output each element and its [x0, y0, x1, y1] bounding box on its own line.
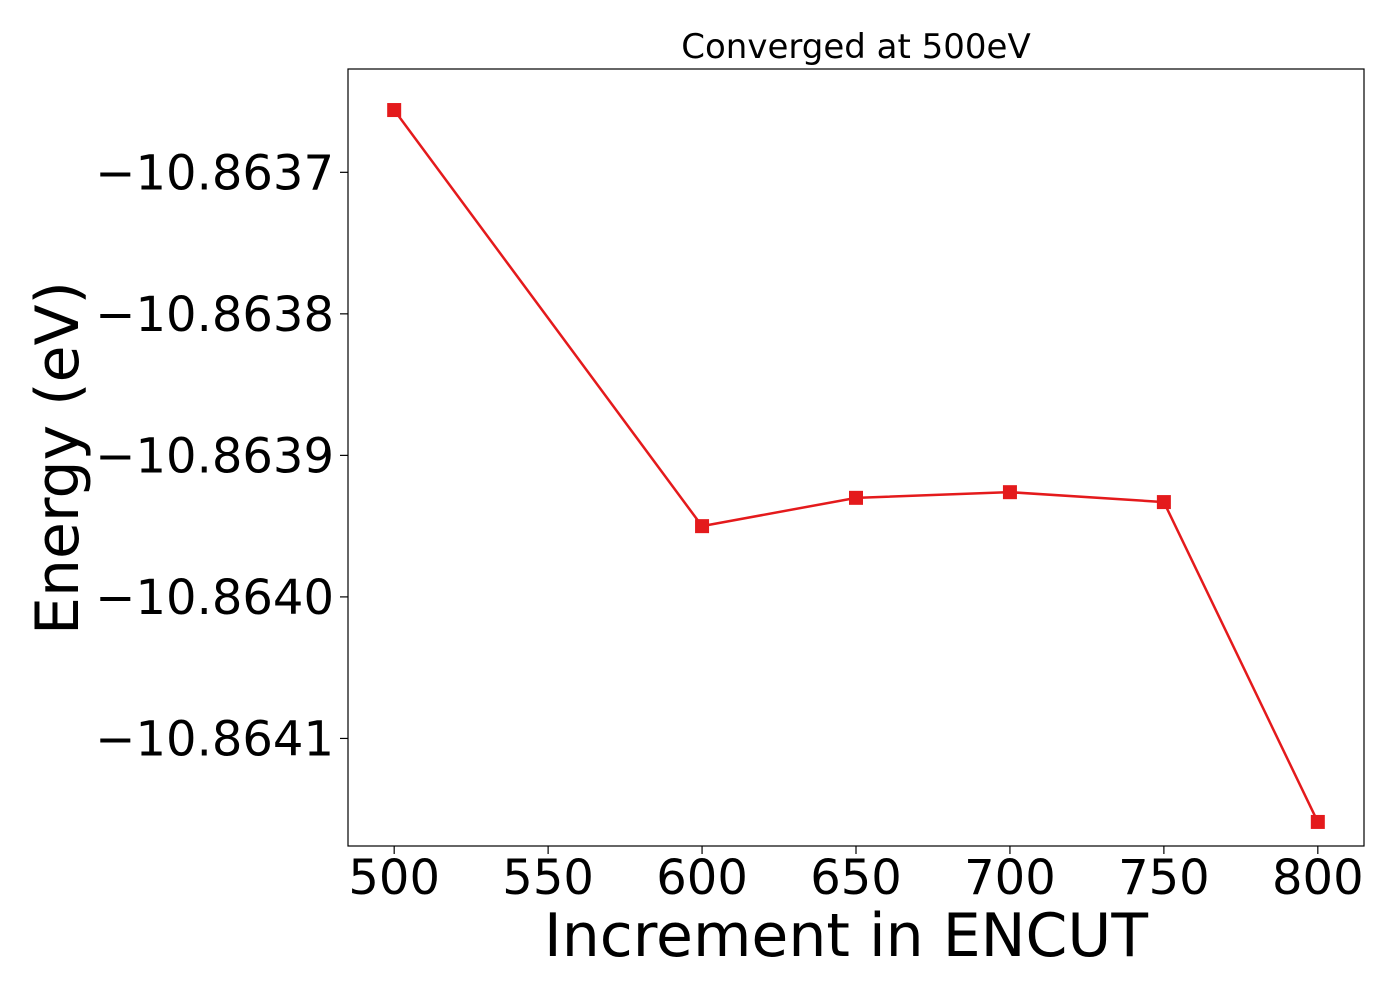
x-tick-label: 500	[348, 850, 440, 906]
chart-title: Converged at 500eV	[681, 27, 1030, 67]
data-point	[1156, 495, 1171, 510]
y-tick-label: −10.8641	[95, 711, 334, 767]
y-tick-label: −10.8639	[95, 428, 334, 484]
plot-area	[387, 103, 1325, 829]
x-tick-label: 750	[1118, 850, 1210, 906]
x-axis-label: Increment in ENCUT	[544, 901, 1148, 971]
x-tick-label: 650	[810, 850, 902, 906]
y-tick-label: −10.8640	[95, 570, 334, 626]
data-point	[1002, 485, 1017, 500]
data-point	[695, 519, 710, 534]
x-tick-label: 800	[1272, 850, 1364, 906]
series-line	[393, 109, 1319, 823]
x-tick-label: 700	[964, 850, 1056, 906]
y-axis: −10.8637 −10.8638 −10.8639 −10.8640 −10.8641	[95, 145, 348, 767]
x-tick-label: 600	[656, 850, 748, 906]
x-tick-label: 550	[502, 850, 594, 906]
y-tick-label: −10.8638	[95, 287, 334, 343]
x-axis: 500 550 600 650 700 750 800	[348, 846, 1364, 906]
data-point	[1310, 814, 1325, 829]
data-point	[387, 103, 402, 118]
y-axis-label: Energy (eV)	[23, 281, 93, 635]
y-tick-label: −10.8637	[95, 145, 334, 201]
data-point	[849, 490, 863, 505]
